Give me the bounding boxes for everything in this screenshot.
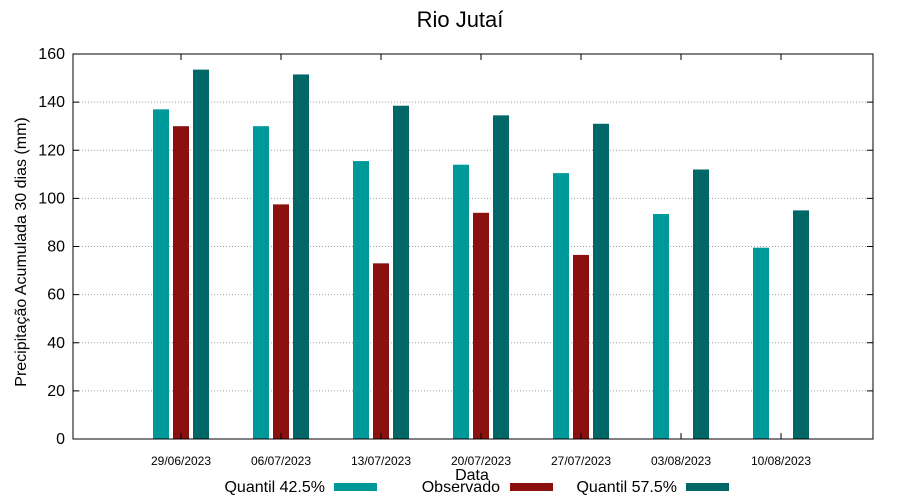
legend-swatch [686, 483, 729, 491]
x-tick-label: 03/08/2023 [651, 454, 711, 468]
x-tick-label: 06/07/2023 [251, 454, 311, 468]
chart-title: Rio Jutaí [417, 7, 504, 32]
y-tick-label: 140 [38, 94, 65, 111]
bar [173, 126, 189, 439]
y-tick-label: 100 [38, 190, 65, 207]
legend-swatch [510, 483, 553, 491]
y-tick-label: 160 [38, 46, 65, 63]
legend-label: Quantil 42.5% [224, 479, 325, 496]
bar [353, 161, 369, 439]
legend-swatch [334, 483, 377, 491]
y-axis-label: Precipitação Acumulada 30 dias (mm) [13, 117, 30, 386]
x-tick-label: 29/06/2023 [151, 454, 211, 468]
bar [793, 210, 809, 439]
bar [473, 212, 489, 439]
bar [273, 204, 289, 439]
bars [153, 69, 809, 439]
x-tick-label: 20/07/2023 [451, 454, 511, 468]
legend: Quantil 42.5% Observado Quantil 57.5% [224, 479, 729, 496]
bar [373, 263, 389, 439]
x-axis-label: Data [455, 467, 489, 484]
bar [193, 69, 209, 439]
y-tick-label: 0 [56, 431, 65, 448]
bar [753, 247, 769, 439]
bar [393, 105, 409, 439]
x-tick-label: 13/07/2023 [351, 454, 411, 468]
y-axis-ticks: 0 20 40 60 80 100 120 140 160 [38, 46, 873, 448]
bar [573, 254, 589, 439]
bar [293, 74, 309, 439]
y-tick-label: 120 [38, 142, 65, 159]
bar [453, 164, 469, 439]
y-tick-label: 40 [47, 335, 65, 352]
bar [553, 173, 569, 439]
x-tick-label: 10/08/2023 [751, 454, 811, 468]
y-tick-label: 20 [47, 383, 65, 400]
bar [253, 126, 269, 439]
bar [593, 123, 609, 439]
legend-label: Observado [422, 479, 500, 496]
x-tick-label: 27/07/2023 [551, 454, 611, 468]
bar [153, 109, 169, 439]
x-axis-ticks: 29/06/2023 06/07/2023 13/07/2023 20/07/2023… [151, 54, 811, 468]
legend-label: Quantil 57.5% [576, 479, 677, 496]
bar [493, 115, 509, 439]
y-tick-label: 80 [47, 239, 65, 256]
bar [653, 214, 669, 439]
bar [693, 169, 709, 439]
y-tick-label: 60 [47, 287, 65, 304]
